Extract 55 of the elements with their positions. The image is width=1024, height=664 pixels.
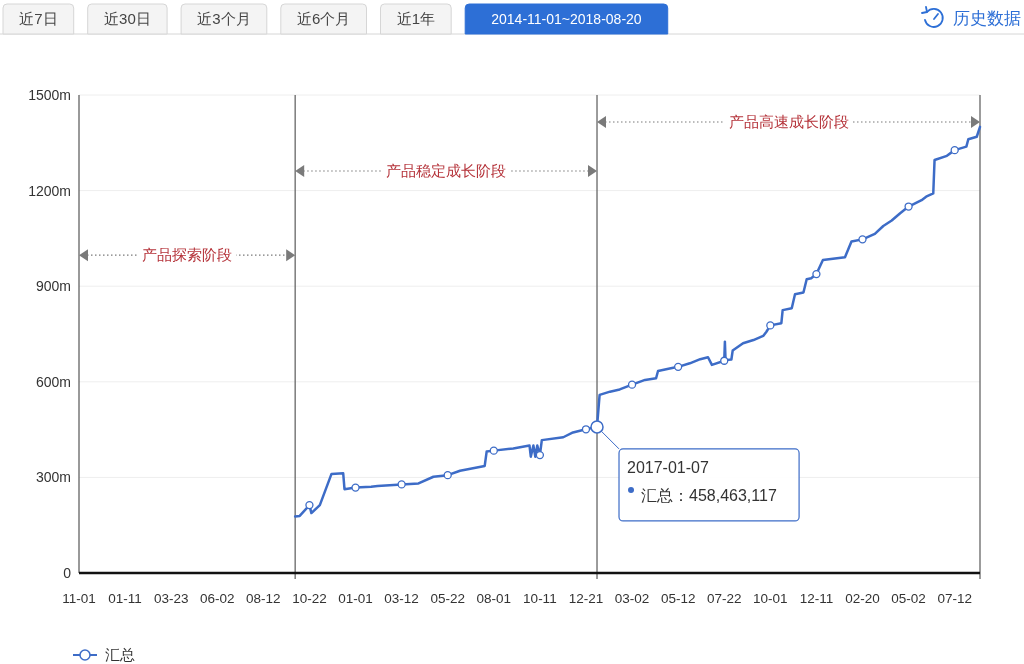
text: 近30日 xyxy=(104,10,151,27)
x-tick-label: 01-11 xyxy=(108,591,142,606)
annotation: 产品探索阶段 xyxy=(142,246,233,264)
annotation: 2017-01-07 xyxy=(627,458,709,476)
text: 近3个月 xyxy=(197,10,251,27)
annotation: 产品稳定成长阶段 xyxy=(386,162,507,179)
y-tick-label: 1200m xyxy=(28,182,71,199)
point xyxy=(535,450,545,460)
x-tick-label: 03-02 xyxy=(614,591,650,606)
point xyxy=(950,145,959,155)
point xyxy=(305,500,314,510)
point xyxy=(904,202,913,211)
x-tick-label: 03-23 xyxy=(153,591,189,606)
x-tick-label: 05-12 xyxy=(660,591,696,606)
point xyxy=(627,380,637,389)
x-tick-label: 10-01 xyxy=(753,591,788,606)
text: 历史数据 xyxy=(953,9,1021,28)
point xyxy=(443,471,452,480)
x-tick-label: 06-02 xyxy=(200,591,235,606)
x-tick-label: 07-12 xyxy=(937,591,972,606)
x-tick-label: 12-21 xyxy=(568,591,604,606)
y-tick-label: 1500m xyxy=(28,87,71,103)
y-tick-label: 900m xyxy=(35,278,71,295)
x-tick-label: 05-02 xyxy=(891,591,926,606)
x-tick-label: 03-12 xyxy=(384,591,419,606)
x-tick-label: 08-12 xyxy=(246,591,281,606)
x-tick-label: 12-11 xyxy=(799,591,834,606)
point xyxy=(766,321,775,330)
y-tick-label: 600m xyxy=(35,373,71,390)
x-tick-label: 10-11 xyxy=(523,591,557,606)
x-tick-label: 10-22 xyxy=(292,591,327,606)
point xyxy=(812,269,821,279)
y-tick-label: 300m xyxy=(35,469,71,486)
legend-label: 汇总 xyxy=(105,646,135,663)
y-tick-label: 0 xyxy=(63,565,72,581)
x-tick-label: 02-20 xyxy=(845,591,880,606)
point xyxy=(590,420,604,434)
point xyxy=(674,362,683,371)
point xyxy=(720,356,729,365)
point xyxy=(858,235,867,244)
point xyxy=(581,425,591,434)
point xyxy=(351,483,360,492)
text: 近7日 xyxy=(19,10,58,27)
text: 近6个月 xyxy=(296,10,351,27)
text: 2014-11-01~2018-08-20 xyxy=(491,11,642,27)
x-tick-label: 11-01 xyxy=(62,591,96,606)
x-tick-label: 05-22 xyxy=(430,591,465,606)
point xyxy=(489,446,498,455)
x-tick-label: 07-22 xyxy=(706,591,742,606)
text: 近1年 xyxy=(396,10,436,27)
x-tick-label: 08-01 xyxy=(476,591,512,606)
annotation: 汇总：458,463,117 xyxy=(641,486,777,504)
annotation: 产品高速成长阶段 xyxy=(728,113,849,131)
x-tick-label: 01-01 xyxy=(338,591,373,606)
point xyxy=(397,480,406,489)
